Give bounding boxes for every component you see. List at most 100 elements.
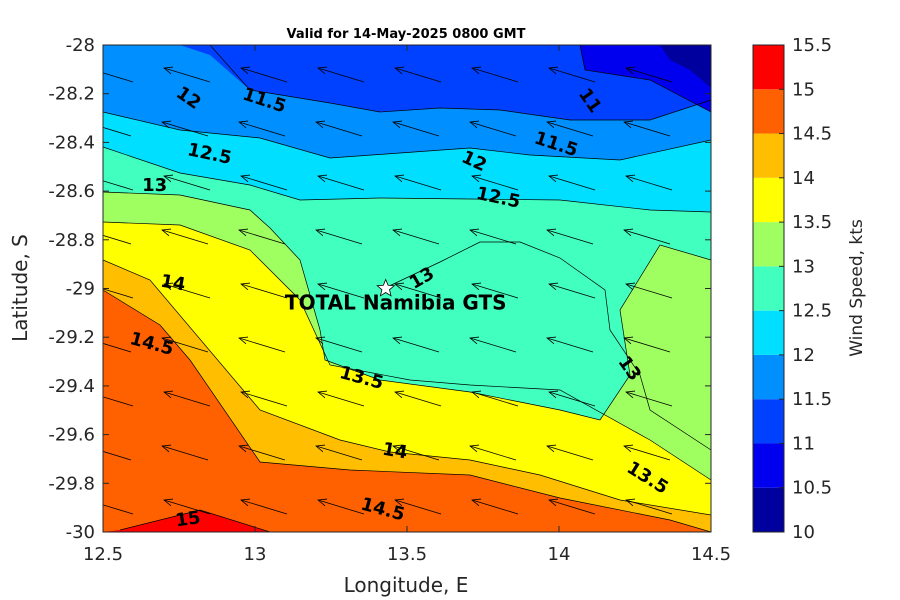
wind-arrow [471,174,519,191]
wind-arrow [315,336,363,353]
colorbar-tick-label: 15 [792,79,815,100]
wind-arrow [240,390,288,407]
wind-arrow [103,72,134,83]
wind-arrow [317,174,365,191]
contour-label: 13 [142,175,167,196]
colorbar-segment [753,45,784,90]
wind-arrow [625,498,673,515]
colorbar-tick-label: 11.5 [792,389,832,410]
wind-arrow [240,282,288,299]
wind-arrow [315,120,363,137]
wind-arrow [392,336,440,353]
wind-arrow [469,336,517,353]
wind-arrow [315,228,363,245]
wind-arrow [548,390,596,407]
contour-label: 15 [174,507,202,531]
wind-arrow [471,282,519,299]
wind-arrow [103,504,134,515]
colorbar-segment [753,310,784,355]
wind-arrow [625,282,673,299]
wind-arrow [103,343,132,353]
colorbar-tick-label: 13 [792,256,815,277]
y-tick-label: -29 [66,279,95,300]
x-axis: 12.5 13 13.5 14 14.5 [83,45,731,565]
wind-arrow [238,228,286,245]
wind-arrow [548,66,596,83]
station-label: TOTAL Namibia GTS [285,291,507,315]
wind-arrow [103,451,132,461]
y-tick-label: -29.8 [48,473,95,494]
wind-arrow [103,180,134,191]
y-tick-label: -28.8 [48,230,95,251]
wind-arrow [548,282,596,299]
wind-arrow [392,120,440,137]
y-axis: -28 -28.2 -28.4 -28.6 -28.8 -29 -29.2 -29.4 -29.… [48,35,711,543]
band-11-11.5 [180,45,711,120]
y-axis-label: Latitude, S [8,234,32,342]
contour-line-12.5 [103,146,711,213]
y-tick-label: -29.2 [48,327,95,348]
y-tick-label: -28.6 [48,181,95,202]
y-tick-label: -30 [66,522,95,543]
colorbar-segment [753,443,784,488]
contour-line-13-upper [384,241,711,451]
colorbar-tick-label: 15.5 [792,35,832,56]
contour-fill [103,45,711,532]
x-tick-label: 14.5 [691,544,731,565]
colorbar-tick-label: 11 [792,433,815,454]
contour-label: 14 [381,439,409,464]
wind-arrow [392,228,440,245]
wind-arrow [625,66,673,83]
wind-arrow [623,120,671,137]
colorbar: 10 10.5 11 11.5 12 12.5 13 13.5 14 14.5 15 15.5 [752,35,832,543]
contour-line-12 [103,111,711,161]
wind-arrow [546,444,594,461]
x-tick-label: 12.5 [83,544,123,565]
y-tick-label: -28.2 [48,84,95,105]
x-tick-label: 13 [244,544,267,565]
wind-arrow [394,174,442,191]
wind-arrow [103,127,132,137]
colorbar-tick-label: 14.5 [792,124,832,145]
wind-arrow [625,174,673,191]
colorbar-tick-label: 14 [792,168,815,189]
wind-arrow [548,498,596,515]
wind-arrow [394,390,442,407]
wind-arrow [394,282,442,299]
y-tick-label: -29.4 [48,376,95,397]
wind-arrow [315,444,363,461]
colorbar-segment [753,133,784,178]
contour-label: 14 [159,271,187,296]
wind-arrow [161,336,209,353]
wind-arrow [161,228,209,245]
colorbar-segment [753,89,784,134]
wind-arrow [238,336,286,353]
y-tick-label: -28 [66,35,95,56]
x-axis-label: Longitude, E [344,573,469,597]
band-10-10.5 [660,45,711,88]
colorbar-tick-label: 10.5 [792,478,832,499]
wind-arrow [469,444,517,461]
x-tick-label: 14 [548,544,571,565]
wind-arrow [471,390,519,407]
wind-arrow [240,498,288,515]
wind-arrow [240,66,288,83]
colorbar-segment [753,222,784,267]
contour-line-13 [103,191,711,421]
contour-line-11 [579,45,711,113]
station: TOTAL Namibia GTS [285,278,507,315]
wind-arrow [546,120,594,137]
colorbar-tick-label: 13.5 [792,212,832,233]
wind-arrow [471,498,519,515]
wind-arrow [623,228,671,245]
y-tick-label: -28.4 [48,132,95,153]
wind-arrow [163,282,211,299]
wind-arrow [623,336,671,353]
wind-arrow [317,390,365,407]
colorbar-segment [753,487,784,532]
x-tick-label: 13.5 [387,544,427,565]
wind-arrow [103,288,134,299]
wind-arrow [546,336,594,353]
colorbar-segment [753,266,784,311]
